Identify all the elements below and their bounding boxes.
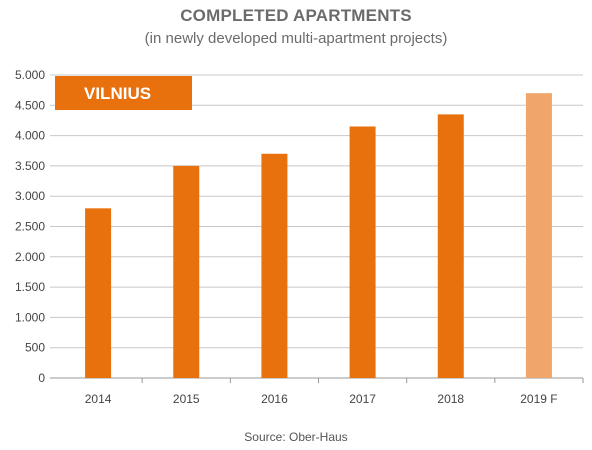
y-tick-label: 3.000 [15, 189, 45, 203]
x-tick-label: 2016 [261, 392, 288, 406]
bars [85, 93, 552, 379]
city-badge-label: VILNIUS [84, 84, 151, 103]
x-tick-label: 2019 F [520, 392, 557, 406]
chart-title: COMPLETED APARTMENTS [180, 6, 412, 25]
y-axis-ticks: 0 500 1.000 1.500 2.000 2.500 3.000 3.500 4.000 4… [15, 68, 45, 385]
y-tick-label: 3.500 [15, 159, 45, 173]
bar [261, 153, 288, 378]
y-tick-label: 1.000 [15, 310, 45, 324]
x-tick-label: 2018 [437, 392, 464, 406]
chart-subtitle: (in newly developed multi-apartment proj… [144, 30, 448, 47]
bar [437, 114, 464, 378]
x-tick-label: 2015 [173, 392, 200, 406]
bar [85, 208, 112, 378]
bar [173, 165, 200, 378]
y-tick-label: 1.500 [15, 280, 45, 294]
bar [349, 126, 376, 378]
y-tick-label: 5.000 [15, 68, 45, 82]
x-axis-ticks: 2014 2015 2016 2017 2018 2019 F [85, 378, 584, 406]
bar [525, 93, 552, 379]
y-tick-label: 500 [25, 341, 45, 355]
gridlines [50, 74, 583, 379]
source-note: Source: Ober-Haus [244, 430, 348, 444]
city-badge-box [55, 76, 192, 110]
city-badge: VILNIUS [55, 76, 192, 110]
y-tick-label: 4.000 [15, 129, 45, 143]
x-tick-label: 2017 [349, 392, 376, 406]
x-tick-label: 2014 [85, 392, 112, 406]
y-tick-label: 0 [38, 371, 45, 385]
y-tick-label: 2.500 [15, 220, 45, 234]
y-tick-label: 4.500 [15, 98, 45, 112]
y-tick-label: 2.000 [15, 250, 45, 264]
